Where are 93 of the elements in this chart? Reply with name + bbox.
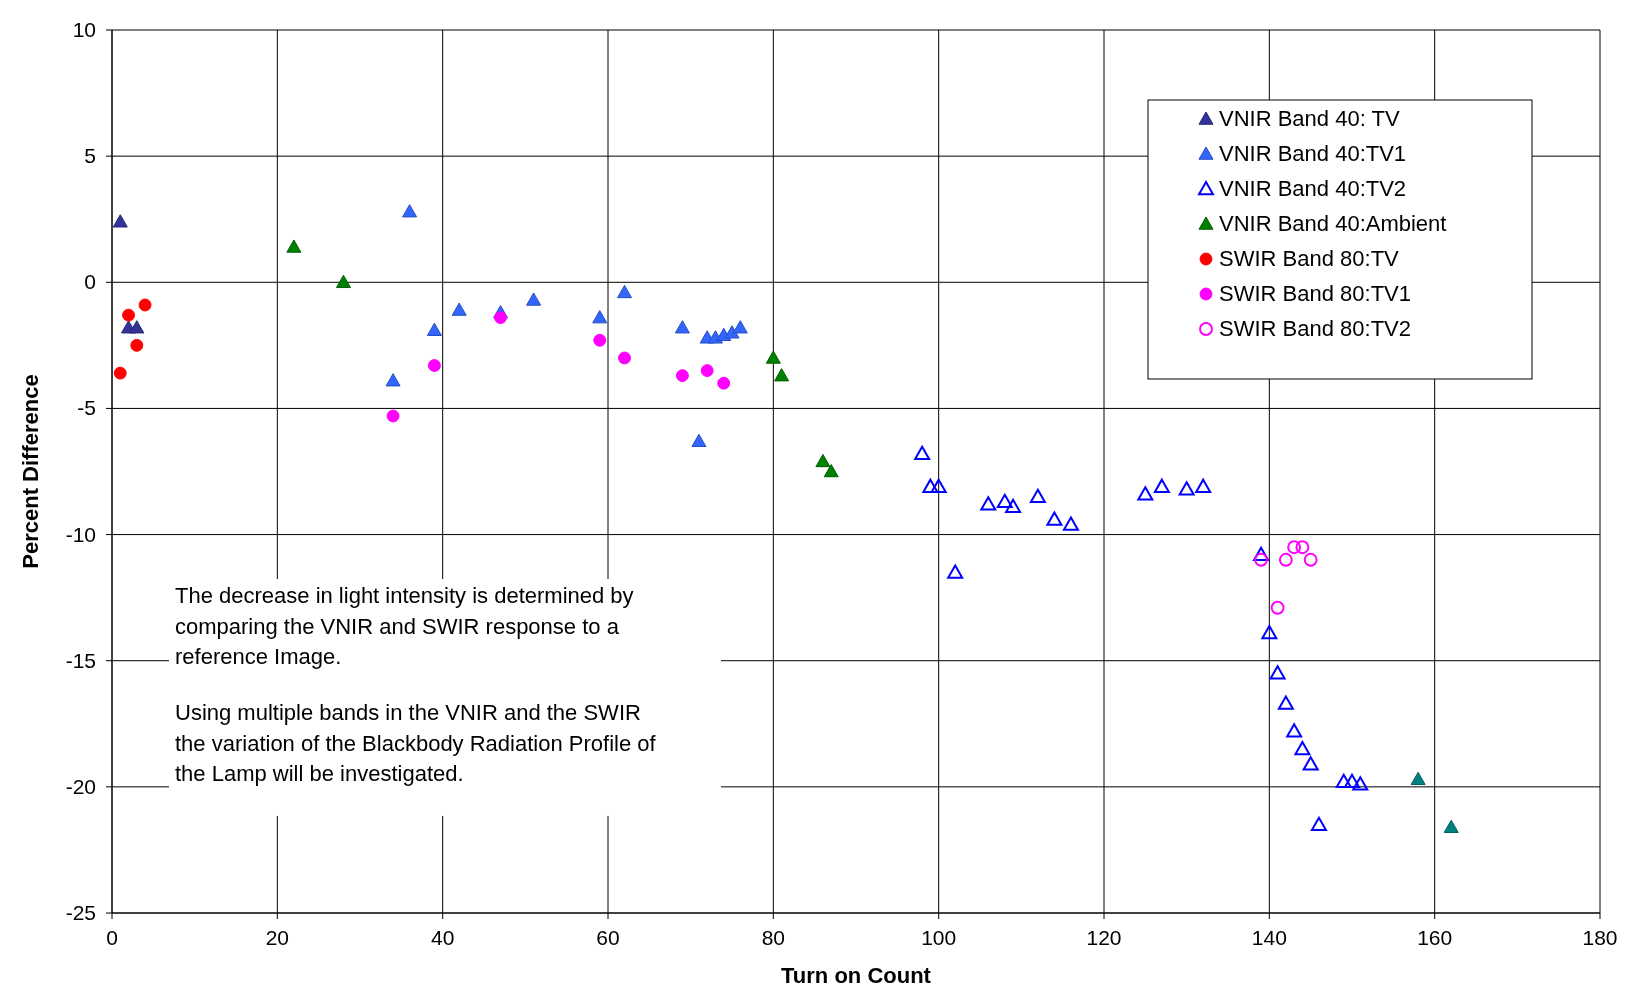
point [426, 322, 442, 336]
annotation: The decrease in light intensity is determined by comparing the VNIR and SWIR response to a reference Image. [175, 583, 634, 669]
point [674, 320, 690, 334]
point [1287, 540, 1302, 555]
x-tick-label: 100 [921, 926, 957, 949]
point [1062, 516, 1079, 531]
point [592, 310, 608, 324]
point [1344, 773, 1360, 789]
point [1269, 665, 1286, 680]
x-tick-label: 120 [1086, 926, 1122, 949]
point [335, 274, 351, 289]
point [386, 409, 400, 423]
point [1310, 816, 1327, 831]
point [618, 351, 631, 365]
point [1443, 819, 1459, 833]
x-tick-label: 20 [265, 926, 290, 949]
x-tick-label: 80 [761, 926, 786, 949]
point [914, 445, 931, 461]
annotation: Using multiple bands in the VNIR and the SWIR the variation of the Blackbody Radiation Profile of the Lamp will be investigated. [175, 700, 657, 787]
legend-label: SWIR Band 80:TV1 [1219, 281, 1411, 306]
point [1278, 552, 1293, 567]
point [1286, 723, 1303, 738]
point [1302, 756, 1319, 771]
point [112, 214, 128, 228]
point [1195, 478, 1212, 493]
text-box: The decrease in light intensity is determined by comparing the VNIR and SWIR response to a reference Image. Using multiple bands in the VNIR and the SWIR the variation of the Blackbody Radiation Profile of the Lamp will be investigated. [169, 579, 721, 816]
y-tick-label: -15 [65, 648, 96, 672]
point [1277, 695, 1294, 710]
point [593, 333, 607, 347]
point [1254, 552, 1269, 567]
y-tick-label: -20 [65, 774, 96, 798]
point [1335, 773, 1352, 789]
point [1303, 552, 1318, 567]
point [1270, 600, 1285, 615]
point [1178, 481, 1195, 496]
point [823, 464, 839, 478]
point [922, 478, 939, 493]
legend-label: VNIR Band 40: TV [1219, 106, 1400, 131]
point [996, 493, 1013, 509]
x-tick-label: 0 [106, 926, 118, 949]
x-tick-label: 160 [1417, 926, 1453, 949]
point [815, 453, 831, 468]
y-tick-label: 5 [84, 144, 96, 168]
legend-label: SWIR Band 80:TV2 [1219, 316, 1411, 341]
y-tick-label: 0 [84, 270, 96, 294]
point [774, 368, 790, 382]
point [113, 366, 127, 380]
point [617, 284, 633, 299]
legend-label: SWIR Band 80:TV [1219, 246, 1400, 271]
point [675, 369, 689, 383]
y-tick-label: -5 [77, 396, 96, 420]
point [765, 350, 781, 364]
point [691, 433, 707, 447]
y-tick-label: 10 [72, 18, 96, 41]
x-tick-label: 180 [1582, 926, 1618, 949]
x-axis-title: Turn on Count [781, 963, 932, 988]
legend-label: VNIR Band 40:TV1 [1219, 141, 1407, 166]
x-tick-label: 40 [430, 926, 455, 949]
point [732, 320, 748, 334]
x-tick-label: 60 [596, 926, 620, 949]
point [1294, 741, 1311, 756]
point [1253, 546, 1270, 561]
y-axis-title: Percent Difference [18, 374, 43, 569]
point [1029, 488, 1046, 503]
point [427, 359, 441, 372]
point [138, 298, 152, 312]
point [1005, 498, 1022, 514]
point [1046, 511, 1063, 526]
point [385, 373, 401, 387]
y-tick-label: -10 [65, 522, 96, 546]
point [1153, 478, 1170, 493]
point [122, 308, 135, 322]
point [129, 320, 145, 334]
point [526, 292, 542, 306]
point [980, 496, 997, 511]
point [1261, 624, 1278, 640]
point [130, 338, 144, 352]
legend-label: VNIR Band 40:Ambient [1219, 211, 1447, 236]
point [717, 376, 731, 390]
point [494, 311, 507, 325]
point [930, 478, 947, 493]
x-tick-label: 140 [1251, 926, 1287, 949]
point [1137, 486, 1154, 501]
legend-label: VNIR Band 40:TV2 [1219, 176, 1407, 201]
point [1410, 771, 1426, 786]
point [451, 302, 467, 316]
point [947, 564, 964, 579]
point [286, 239, 302, 253]
point [1352, 776, 1369, 791]
y-tick-label: -25 [65, 901, 96, 924]
point [700, 364, 714, 378]
point [402, 204, 418, 218]
point [1295, 540, 1310, 555]
